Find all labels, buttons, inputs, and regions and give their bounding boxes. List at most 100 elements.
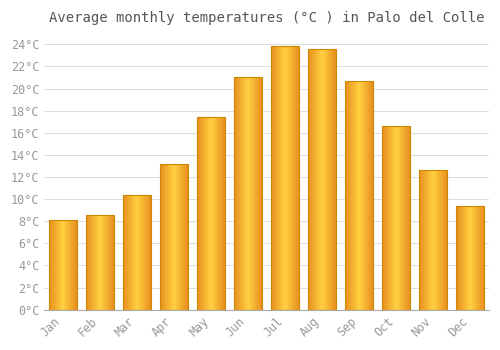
Bar <box>197 117 198 310</box>
Bar <box>443 170 444 310</box>
Bar <box>297 47 298 310</box>
Bar <box>167 164 168 310</box>
Bar <box>93 215 94 310</box>
Bar <box>97 215 98 310</box>
Bar <box>142 195 143 310</box>
Bar <box>321 49 322 310</box>
Bar <box>322 49 323 310</box>
Bar <box>65 220 66 310</box>
Bar <box>91 215 92 310</box>
Bar <box>176 164 177 310</box>
Bar <box>434 170 435 310</box>
Bar <box>435 170 436 310</box>
Bar <box>68 220 69 310</box>
Bar <box>147 195 148 310</box>
Bar <box>317 49 318 310</box>
Bar <box>279 47 280 310</box>
Bar <box>273 47 274 310</box>
Bar <box>212 117 213 310</box>
Bar <box>60 220 61 310</box>
Bar <box>220 117 221 310</box>
Bar <box>201 117 202 310</box>
Bar <box>393 126 394 310</box>
Bar <box>62 220 63 310</box>
Bar <box>58 220 59 310</box>
Bar <box>320 49 321 310</box>
Bar <box>160 164 161 310</box>
Bar <box>312 49 313 310</box>
Bar <box>422 170 423 310</box>
Bar <box>184 164 185 310</box>
Bar <box>130 195 131 310</box>
Bar <box>298 47 299 310</box>
Bar <box>128 195 130 310</box>
Bar <box>428 170 429 310</box>
Bar <box>136 195 137 310</box>
Bar <box>180 164 181 310</box>
Bar <box>102 215 103 310</box>
Bar <box>466 206 467 310</box>
Bar <box>143 195 144 310</box>
Bar <box>464 206 465 310</box>
Bar <box>352 81 353 310</box>
Bar <box>335 49 336 310</box>
Bar <box>100 215 101 310</box>
Bar <box>135 195 136 310</box>
Bar <box>215 117 216 310</box>
Bar <box>61 220 62 310</box>
Bar <box>178 164 179 310</box>
Bar <box>124 195 125 310</box>
Bar <box>446 170 447 310</box>
Bar <box>437 170 438 310</box>
Bar <box>478 206 480 310</box>
Bar <box>146 195 147 310</box>
Bar <box>164 164 165 310</box>
Bar <box>213 117 214 310</box>
Bar <box>53 220 54 310</box>
Bar <box>127 195 128 310</box>
Bar <box>293 47 294 310</box>
Bar <box>109 215 110 310</box>
Bar <box>353 81 354 310</box>
Bar <box>242 77 243 310</box>
Bar <box>433 170 434 310</box>
Bar <box>388 126 389 310</box>
Bar <box>323 49 324 310</box>
Bar <box>287 47 288 310</box>
Bar <box>362 81 363 310</box>
Bar <box>204 117 205 310</box>
Bar <box>145 195 146 310</box>
Bar <box>207 117 208 310</box>
Bar <box>162 164 163 310</box>
Bar <box>131 195 132 310</box>
Bar <box>384 126 385 310</box>
Bar <box>272 47 299 310</box>
Bar <box>313 49 314 310</box>
Bar <box>98 215 99 310</box>
Bar <box>246 77 247 310</box>
Bar <box>55 220 56 310</box>
Bar <box>394 126 395 310</box>
Bar <box>403 126 404 310</box>
Bar <box>161 164 162 310</box>
Bar <box>386 126 387 310</box>
Bar <box>54 220 55 310</box>
Bar <box>174 164 175 310</box>
Bar <box>238 77 240 310</box>
Bar <box>104 215 105 310</box>
Bar <box>275 47 276 310</box>
Bar <box>468 206 469 310</box>
Bar <box>67 220 68 310</box>
Bar <box>250 77 251 310</box>
Bar <box>363 81 364 310</box>
Bar <box>140 195 141 310</box>
Bar <box>324 49 325 310</box>
Bar <box>218 117 219 310</box>
Bar <box>458 206 460 310</box>
Bar <box>395 126 396 310</box>
Bar <box>407 126 408 310</box>
Bar <box>445 170 446 310</box>
Bar <box>254 77 255 310</box>
Bar <box>288 47 289 310</box>
Bar <box>245 77 246 310</box>
